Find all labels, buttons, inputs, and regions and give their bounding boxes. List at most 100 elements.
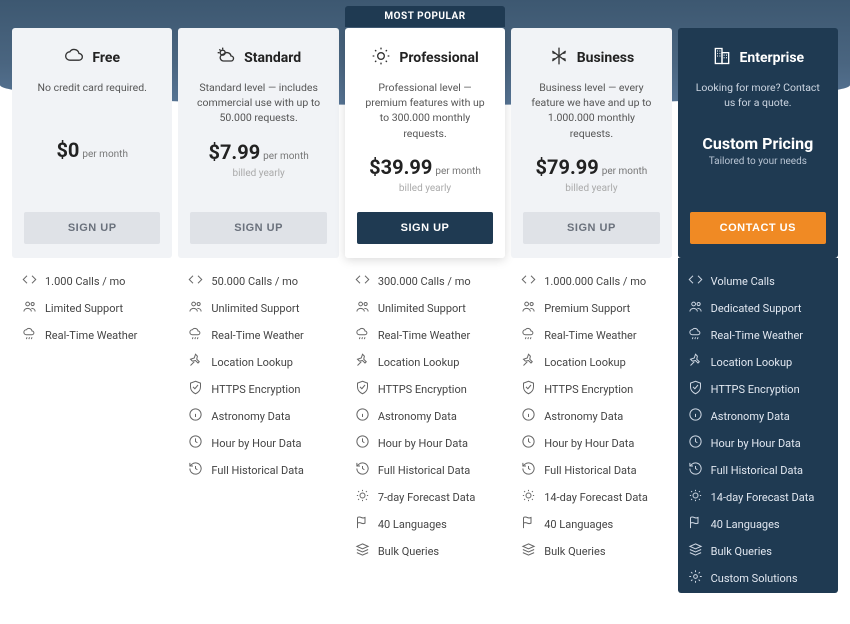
feature-text: Limited Support: [45, 302, 123, 315]
flag-icon: [521, 515, 536, 533]
billing-cycle: billed yearly: [190, 168, 326, 180]
plan-header: Business: [523, 46, 659, 70]
weather-icon: [355, 326, 370, 344]
feature-item: Location Lookup: [688, 353, 828, 371]
flag-icon: [355, 515, 370, 533]
history-icon: [521, 461, 536, 479]
feature-text: Unlimited Support: [378, 302, 466, 315]
feature-text: Volume Calls: [711, 275, 775, 288]
plan-price: $0per month: [24, 138, 160, 162]
feature-text: Dedicated Support: [711, 302, 802, 315]
forecast-icon: [688, 488, 703, 506]
feature-text: HTTPS Encryption: [711, 383, 800, 396]
feature-text: HTTPS Encryption: [544, 383, 633, 396]
shield-icon: [188, 380, 203, 398]
features-list: 1.000.000 Calls / moPremium SupportReal-…: [511, 258, 671, 566]
plan-card: ProfessionalProfessional level — premium…: [345, 28, 505, 258]
pin-icon: [188, 353, 203, 371]
feature-item: 40 Languages: [521, 515, 661, 533]
feature-item: HTTPS Encryption: [521, 380, 661, 398]
pin-icon: [521, 353, 536, 371]
feature-text: Full Historical Data: [211, 464, 303, 477]
feature-item: Real-Time Weather: [355, 326, 495, 344]
feature-text: Astronomy Data: [211, 410, 290, 423]
feature-text: 14-day Forecast Data: [544, 491, 648, 504]
plan-business: Business Business level — every feature w…: [511, 28, 671, 593]
users-icon: [355, 299, 370, 317]
features-list: 50.000 Calls / moUnlimited SupportReal-T…: [178, 258, 338, 485]
info-icon: [188, 407, 203, 425]
feature-item: Unlimited Support: [188, 299, 328, 317]
feature-item: Custom Solutions: [688, 569, 828, 587]
features-list: Volume CallsDedicated SupportReal-Time W…: [678, 258, 838, 593]
sign-up-button[interactable]: SIGN UP: [190, 212, 326, 244]
feature-text: HTTPS Encryption: [378, 383, 467, 396]
feature-text: Location Lookup: [378, 356, 460, 369]
weather-icon: [188, 326, 203, 344]
feature-item: Astronomy Data: [688, 407, 828, 425]
feature-text: Premium Support: [544, 302, 630, 315]
plan-description: Looking for more? Contact us for a quote…: [690, 80, 826, 124]
plan-description: No credit card required.: [24, 80, 160, 124]
history-icon: [688, 461, 703, 479]
feature-text: Full Historical Data: [378, 464, 470, 477]
plan-name: Professional: [399, 50, 478, 66]
popular-badge: MOST POPULAR: [345, 6, 505, 27]
contact-us-button[interactable]: CONTACT US: [690, 212, 826, 244]
clock-icon: [355, 434, 370, 452]
feature-item: 1.000.000 Calls / mo: [521, 272, 661, 290]
feature-text: Custom Solutions: [711, 572, 798, 585]
feature-item: Limited Support: [22, 299, 162, 317]
weather-icon: [688, 326, 703, 344]
snow-icon: [549, 46, 569, 70]
plan-description: Business level — every feature we have a…: [523, 80, 659, 141]
price-amount: $79.99: [536, 155, 599, 179]
plan-name: Standard: [244, 50, 301, 66]
feature-text: Location Lookup: [544, 356, 626, 369]
feature-item: Bulk Queries: [688, 542, 828, 560]
history-icon: [188, 461, 203, 479]
billing-cycle: billed yearly: [523, 183, 659, 195]
history-icon: [355, 461, 370, 479]
bulk-icon: [355, 542, 370, 560]
bulk-icon: [688, 542, 703, 560]
sun-cloud-icon: [216, 46, 236, 70]
custom-pricing-sub: Tailored to your needs: [690, 156, 826, 167]
feature-text: 1.000 Calls / mo: [45, 275, 125, 288]
feature-item: 300.000 Calls / mo: [355, 272, 495, 290]
info-icon: [688, 407, 703, 425]
plan-header: Free: [24, 46, 160, 70]
feature-text: 40 Languages: [544, 518, 613, 531]
clock-icon: [188, 434, 203, 452]
feature-item: Volume Calls: [688, 272, 828, 290]
building-icon: [712, 46, 732, 70]
feature-item: 40 Languages: [355, 515, 495, 533]
feature-item: Real-Time Weather: [188, 326, 328, 344]
plan-description: Standard level — includes commercial use…: [190, 80, 326, 126]
plan-card: Standard Standard level — includes commer…: [178, 28, 338, 258]
price-unit: per month: [263, 151, 309, 162]
feature-item: 14-day Forecast Data: [521, 488, 661, 506]
info-icon: [355, 407, 370, 425]
feature-text: 300.000 Calls / mo: [378, 275, 471, 288]
plan-enterprise: Enterprise Looking for more? Contact us f…: [678, 28, 838, 593]
weather-icon: [521, 326, 536, 344]
feature-text: Hour by Hour Data: [378, 437, 468, 450]
feature-item: 7-day Forecast Data: [355, 488, 495, 506]
sign-up-button[interactable]: SIGN UP: [523, 212, 659, 244]
feature-text: Bulk Queries: [378, 545, 439, 558]
plan-card: Enterprise Looking for more? Contact us f…: [678, 28, 838, 258]
sign-up-button[interactable]: SIGN UP: [24, 212, 160, 244]
plans-container: Free No credit card required. $0per month S…: [0, 0, 850, 593]
plan-name: Business: [577, 50, 634, 66]
sign-up-button[interactable]: SIGN UP: [357, 212, 493, 244]
plan-name: Enterprise: [740, 50, 805, 66]
feature-item: Hour by Hour Data: [688, 434, 828, 452]
forecast-icon: [521, 488, 536, 506]
price-amount: $7.99: [208, 140, 260, 164]
feature-item: Hour by Hour Data: [355, 434, 495, 452]
feature-text: 40 Languages: [711, 518, 780, 531]
feature-item: Full Historical Data: [188, 461, 328, 479]
feature-text: 7-day Forecast Data: [378, 491, 476, 504]
plan-price: $79.99per month: [523, 155, 659, 179]
